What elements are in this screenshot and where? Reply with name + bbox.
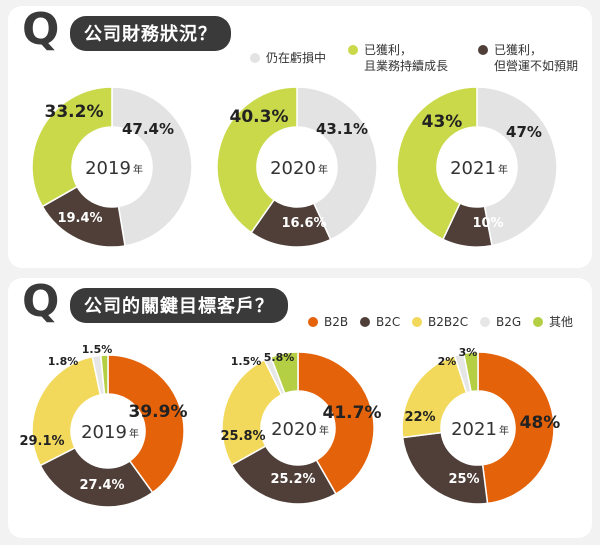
center-year-label: 2019 — [81, 422, 127, 443]
center-year-suffix: 年 — [129, 427, 139, 440]
legend-dot-b2b2c — [412, 317, 422, 327]
data-label-profit-growth: 40.3% — [230, 107, 289, 127]
center-year-label: 2021 — [450, 158, 496, 179]
center-year-suffix: 年 — [133, 163, 143, 176]
q-icon: Q — [22, 4, 60, 55]
data-label-profit-growth: 43% — [422, 112, 463, 132]
slice-b2b2c — [221, 358, 283, 467]
center-year-label: 2020 — [270, 158, 316, 179]
section-title-customers: 公司的關鍵目標客戶？ — [70, 288, 288, 323]
slice-b2c — [230, 445, 337, 505]
slice-loss — [296, 86, 378, 241]
data-label-b2c: 25.2% — [270, 472, 315, 487]
data-label-b2b: 39.9% — [129, 402, 188, 422]
center-year-suffix: 年 — [498, 163, 508, 176]
legend-label-other: 其他 — [549, 315, 574, 329]
legend-dot-profit-growth — [348, 45, 358, 55]
data-label-other: 3% — [459, 346, 478, 359]
center-year-suffix: 年 — [319, 424, 329, 437]
donut-chart-customer-2019: 2019 年 39.9% 27.4% 29.1% 1.8%1.5% — [19, 343, 188, 508]
slice-b2b — [297, 351, 375, 495]
data-label-b2b2c: 29.1% — [19, 434, 64, 449]
data-label-other: 5.8% — [264, 351, 295, 364]
legend-label-loss: 仍在虧損中 — [266, 51, 327, 65]
data-label-b2c: 25% — [448, 472, 479, 487]
data-label-b2g: 1.5% — [231, 355, 262, 368]
slice-profit-growth — [216, 86, 298, 234]
donut-chart-finance-2019: 2019 年 47.4% 19.4% 33.2% — [31, 86, 193, 248]
center-year-label: 2021 — [451, 419, 497, 440]
legend-item-loss: 仍在虧損中 — [250, 50, 326, 66]
legend-label-b2b: B2B — [324, 315, 349, 329]
legend-item-b2c: B2C — [360, 314, 400, 330]
data-label-b2b2c: 22% — [404, 410, 435, 425]
slice-b2b — [107, 354, 185, 494]
slice-b2b — [477, 351, 555, 505]
slice-loss — [111, 86, 193, 247]
legend-dot-b2g — [480, 317, 490, 327]
data-label-profit-below: 10% — [472, 216, 503, 231]
slice-b2b2c — [31, 355, 102, 467]
legend-dot-other — [533, 317, 543, 327]
legend-dot-profit-below — [478, 45, 488, 55]
legend-label-b2b2c: B2B2C — [428, 315, 469, 329]
data-label-profit-below: 16.6% — [281, 216, 326, 231]
slice-b2c — [401, 431, 489, 505]
slice-loss — [476, 86, 558, 247]
data-label-profit-growth: 33.2% — [45, 102, 104, 122]
slice-b2c — [39, 446, 154, 508]
data-label-b2b: 48% — [520, 413, 561, 433]
legend-item-profit-below: 已獲利， 但營運不如預期 — [478, 42, 578, 74]
slice-profit-growth — [396, 86, 478, 241]
data-label-loss: 47% — [506, 123, 542, 141]
center-year-label: 2019 — [85, 158, 131, 179]
legend-label-b2c: B2C — [376, 315, 401, 329]
legend-label-profit-growth: 已獲利， 且業務持續成長 — [364, 43, 449, 73]
legend-dot-loss — [250, 53, 260, 63]
data-label-loss: 47.4% — [122, 120, 174, 138]
center-year-suffix: 年 — [318, 163, 328, 176]
center-year-suffix: 年 — [499, 424, 509, 437]
donut-chart-customer-2020: 2020 年41.7% 25.2% 25.8% 1.5% 5.8% — [220, 351, 382, 505]
legend-dot-b2b — [308, 317, 318, 327]
q-icon: Q — [22, 276, 60, 327]
data-label-b2b2c: 25.8% — [220, 429, 265, 444]
legend-item-b2b: B2B — [308, 314, 348, 330]
slice-other — [269, 351, 299, 395]
data-label-other: 1.5% — [82, 343, 113, 356]
donut-chart-customer-2021: 2021 年 48% 25% 22% 2%3% — [401, 346, 561, 505]
center-year-label: 2020 — [271, 419, 317, 440]
slice-profit-growth — [31, 86, 113, 208]
legend-label-b2g: B2G — [496, 315, 522, 329]
data-label-profit-below: 19.4% — [57, 211, 102, 226]
legend-dot-b2c — [360, 317, 370, 327]
data-label-b2g: 1.8% — [48, 355, 79, 368]
data-label-b2b: 41.7% — [323, 403, 382, 423]
data-label-loss: 43.1% — [316, 120, 368, 138]
legend-item-profit-growth: 已獲利， 且業務持續成長 — [348, 42, 448, 74]
slice-other — [100, 354, 109, 395]
legend-label-profit-below: 已獲利， 但營運不如預期 — [494, 43, 579, 73]
slice-other — [462, 351, 479, 393]
data-label-b2g: 2% — [438, 355, 457, 368]
donut-chart-finance-2020: 2020 年 43.1% 16.6% 40.3% — [216, 86, 378, 248]
legend-item-b2b2c: B2B2C — [412, 314, 468, 330]
section-title-financial: 公司財務狀況？ — [70, 16, 231, 51]
legend-item-other: 其他 — [533, 314, 573, 330]
data-label-b2c: 27.4% — [79, 478, 124, 493]
donut-chart-finance-2021: 2021 年 47% 10% 43% — [396, 86, 558, 248]
legend-item-b2g: B2G — [480, 314, 521, 330]
